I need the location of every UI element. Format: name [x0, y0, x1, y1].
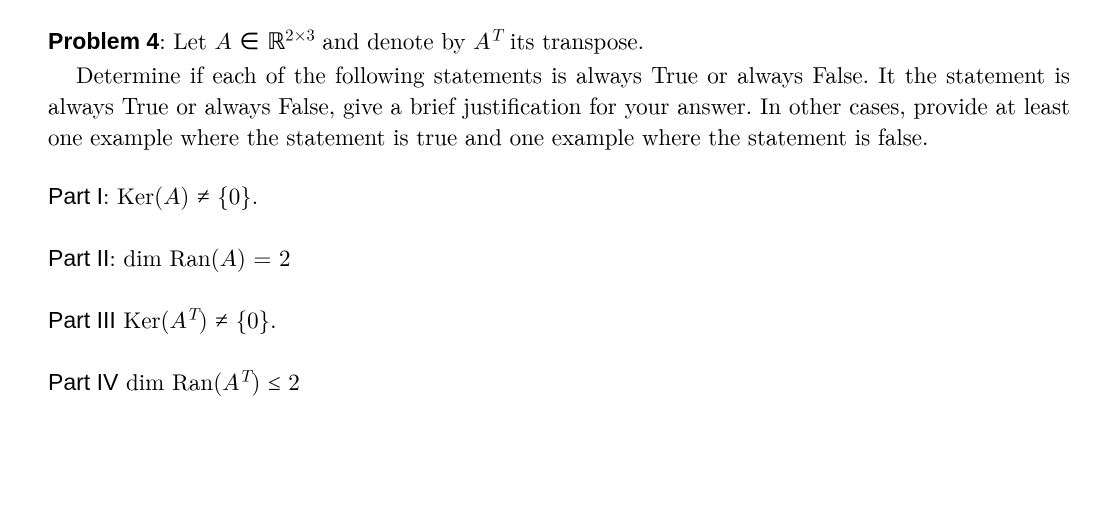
part-4-post: ) ≤ 2 — [251, 364, 299, 397]
problem-label: Problem 4 — [48, 28, 159, 54]
intro-text-3: its transpose. — [502, 23, 644, 56]
problem-intro: Problem 4: Let A ∈ ℝ2×3 and denote by AT… — [48, 24, 1070, 151]
intro-in: ∈ — [232, 23, 267, 56]
part-3-ker: Ker( — [123, 302, 169, 335]
part-1-ker: Ker( — [117, 178, 163, 211]
intro-paragraph: Determine if each of the following state… — [48, 57, 1070, 152]
part-1-A: A — [163, 186, 180, 209]
part-1: Part I: Ker(A) ≠ {0}. — [48, 179, 1070, 213]
part-4-A: A — [222, 372, 239, 395]
part-2-dim: dim Ran( — [123, 240, 219, 273]
part-4: Part IV dim Ran(AT) ≤ 2 — [48, 365, 1070, 399]
part-3: Part III Ker(AT) ≠ {0}. — [48, 303, 1070, 337]
intro-text-2: and denote by — [315, 23, 473, 56]
intro-text-1: : Let — [159, 23, 214, 56]
intro-A: A — [214, 31, 231, 54]
part-2: Part II: dim Ran(A) = 2 — [48, 241, 1070, 275]
part-2-label: Part II — [48, 245, 109, 271]
part-2-A: A — [220, 248, 237, 271]
intro-AT-T: T — [490, 28, 502, 44]
part-1-label: Part I — [48, 183, 103, 209]
part-2-post: ) = 2 — [237, 240, 291, 273]
part-3-post: ) ≠ {0}. — [199, 302, 277, 335]
part-4-colon — [118, 364, 126, 397]
part-4-T: T — [239, 370, 251, 386]
intro-AT-A: A — [473, 31, 490, 54]
part-1-colon: : — [103, 178, 117, 211]
part-2-colon: : — [109, 240, 123, 273]
part-3-label: Part III — [48, 307, 116, 333]
part-3-T: T — [187, 308, 199, 324]
part-1-post: ) ≠ {0}. — [180, 178, 258, 211]
intro-R: ℝ — [267, 29, 285, 54]
part-4-dim: dim Ran( — [126, 364, 222, 397]
part-3-A: A — [170, 310, 187, 333]
intro-sup: 2×3 — [285, 21, 314, 45]
part-4-label: Part IV — [48, 369, 118, 395]
